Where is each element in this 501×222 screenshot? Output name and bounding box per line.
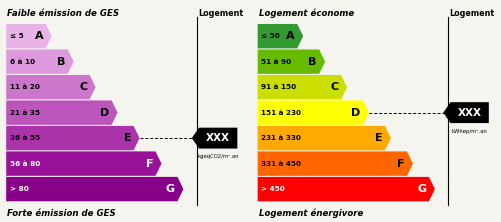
Text: Logement économe: Logement économe <box>259 9 354 18</box>
Text: A: A <box>35 31 43 41</box>
Text: XXX: XXX <box>457 108 481 118</box>
Text: 56 à 80: 56 à 80 <box>10 161 40 166</box>
Text: 331 à 450: 331 à 450 <box>262 161 301 166</box>
Polygon shape <box>6 50 74 74</box>
Polygon shape <box>6 75 96 99</box>
Text: Logement: Logement <box>198 9 243 18</box>
Text: F: F <box>397 159 405 168</box>
Text: > 450: > 450 <box>262 186 285 192</box>
Text: 91 à 150: 91 à 150 <box>262 84 297 90</box>
Text: ≤ 50: ≤ 50 <box>262 33 280 39</box>
Text: XXX: XXX <box>206 133 230 143</box>
Polygon shape <box>443 102 489 123</box>
Polygon shape <box>258 24 303 48</box>
Text: Logement: Logement <box>449 9 494 18</box>
Text: 51 à 90: 51 à 90 <box>262 59 292 65</box>
Text: A: A <box>286 31 295 41</box>
Polygon shape <box>6 177 183 201</box>
Text: 36 à 55: 36 à 55 <box>10 135 40 141</box>
Polygon shape <box>258 177 435 201</box>
Text: E: E <box>375 133 383 143</box>
Text: > 80: > 80 <box>10 186 29 192</box>
Polygon shape <box>6 151 161 176</box>
Text: B: B <box>57 57 65 67</box>
Polygon shape <box>258 50 325 74</box>
Polygon shape <box>6 126 140 150</box>
Text: 231 à 330: 231 à 330 <box>262 135 301 141</box>
Text: ≤ 5: ≤ 5 <box>10 33 24 39</box>
Polygon shape <box>6 24 52 48</box>
Text: C: C <box>79 82 87 92</box>
Text: Forte émission de GES: Forte émission de GES <box>8 209 116 218</box>
Text: G: G <box>166 184 175 194</box>
Text: kWhep/m².an: kWhep/m².an <box>452 129 487 133</box>
Text: Faible émission de GES: Faible émission de GES <box>8 9 120 18</box>
Text: 6 à 10: 6 à 10 <box>10 59 35 65</box>
Text: B: B <box>309 57 317 67</box>
Polygon shape <box>6 100 118 125</box>
Text: Logement énergivore: Logement énergivore <box>259 208 363 218</box>
Text: E: E <box>124 133 131 143</box>
Polygon shape <box>192 128 237 149</box>
Text: 11 à 20: 11 à 20 <box>10 84 40 90</box>
Text: 21 à 35: 21 à 35 <box>10 110 40 116</box>
Text: F: F <box>146 159 153 168</box>
Polygon shape <box>258 100 369 125</box>
Polygon shape <box>258 75 347 99</box>
Polygon shape <box>258 126 391 150</box>
Polygon shape <box>258 151 413 176</box>
Text: D: D <box>351 108 361 118</box>
Text: G: G <box>417 184 426 194</box>
Text: 151 à 230: 151 à 230 <box>262 110 301 116</box>
Text: C: C <box>331 82 339 92</box>
Text: D: D <box>100 108 109 118</box>
Text: kgeqCO2/m².an: kgeqCO2/m².an <box>197 154 239 159</box>
